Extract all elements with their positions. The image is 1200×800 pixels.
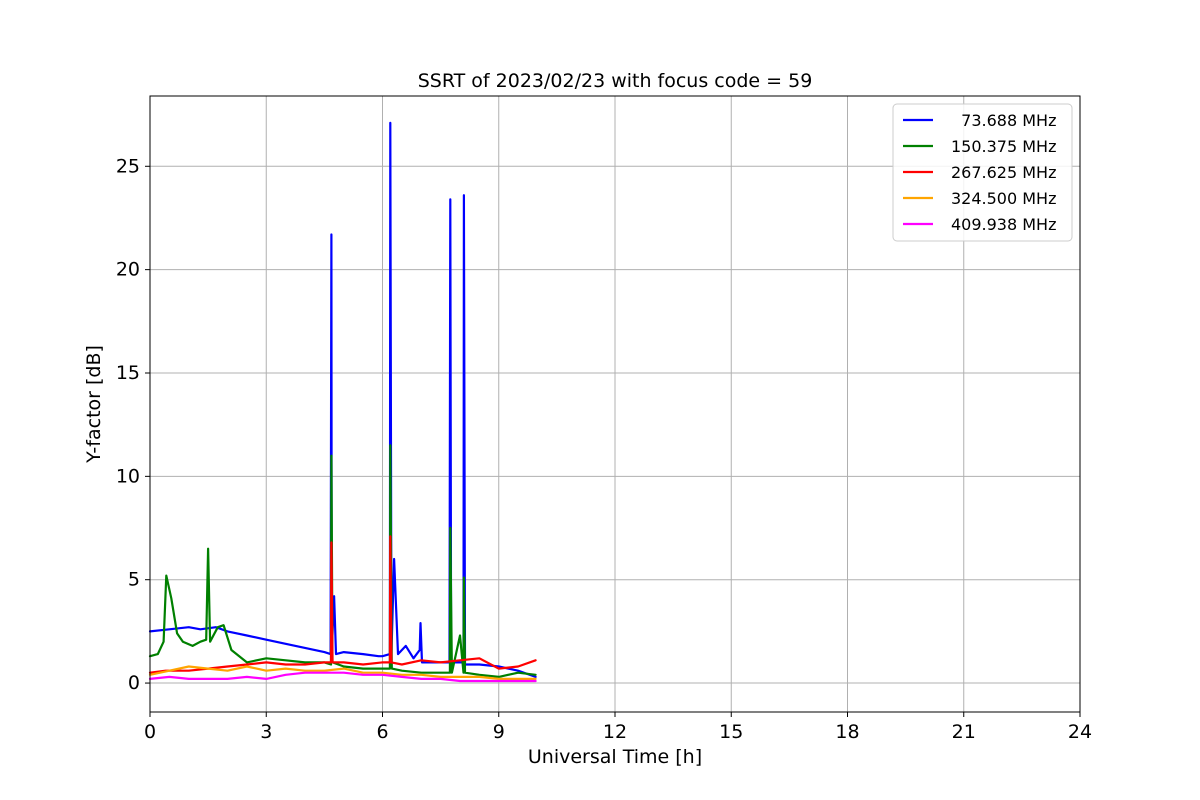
tick-layer: 0 3 6 9 12 15 18 21 24 0 5 10 15 20 25 [116,155,1092,743]
x-tick-label-1: 3 [260,721,272,743]
y-axis-label: Y-factor [dB] [83,345,105,464]
legend-label-4: 409.938 MHz [951,215,1056,234]
x-tick-label-4: 12 [603,721,627,743]
y-tick-label-3: 15 [116,362,140,384]
x-tick-label-7: 21 [952,721,976,743]
series-line-1 [148,444,537,679]
series-layer [148,121,537,683]
series-line-0 [148,121,537,679]
series-line-2 [148,535,537,674]
series-line-4 [148,671,537,683]
x-tick-label-5: 15 [719,721,743,743]
y-tick-label-0: 0 [128,672,140,694]
y-tick-label-5: 25 [116,155,140,177]
y-tick-label-4: 20 [116,259,140,281]
legend: 73.688 MHz 150.375 MHz 267.625 MHz 324.500 … [892,103,1073,242]
x-tick-label-2: 6 [376,721,388,743]
x-tick-label-6: 18 [835,721,859,743]
legend-items: 73.688 MHz 150.375 MHz 267.625 MHz 324.500 … [903,111,1056,234]
legend-label-2: 267.625 MHz [951,163,1056,182]
x-tick-label-8: 24 [1068,721,1092,743]
y-tick-label-1: 5 [128,569,140,591]
x-tick-label-3: 9 [493,721,505,743]
y-tick-label-2: 10 [116,465,140,487]
legend-label-1: 150.375 MHz [951,137,1056,156]
legend-label-0: 73.688 MHz [951,111,1056,130]
x-tick-label-0: 0 [144,721,156,743]
legend-box [892,103,1073,242]
series-line-3 [148,665,537,681]
chart-title: SSRT of 2023/02/23 with focus code = 59 [418,70,813,92]
legend-label-3: 324.500 MHz [951,189,1056,208]
x-axis-label: Universal Time [h] [528,746,702,768]
